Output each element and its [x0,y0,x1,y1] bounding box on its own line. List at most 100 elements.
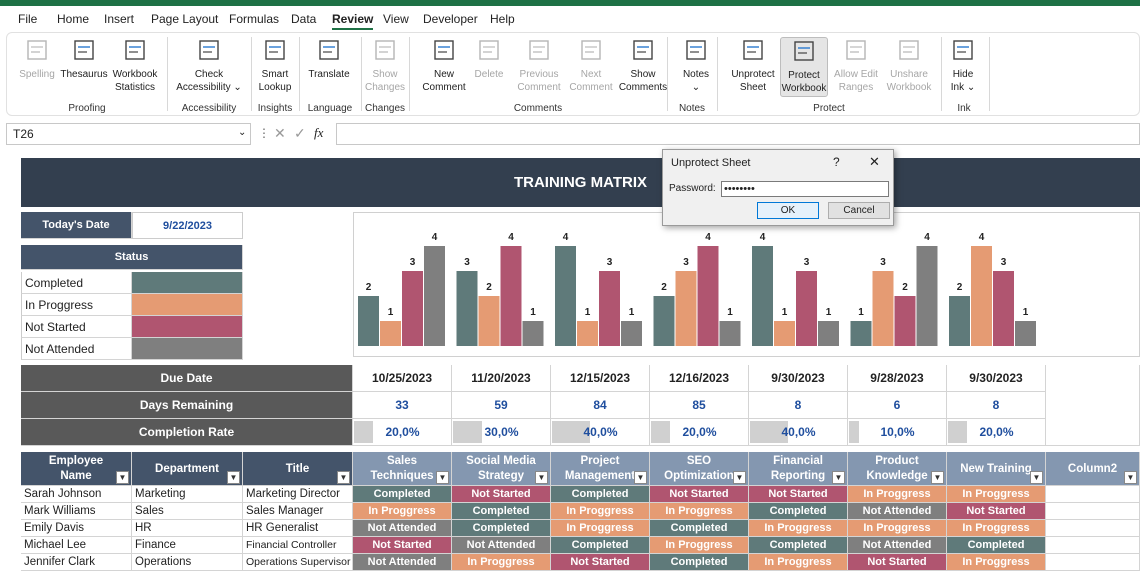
table-cell[interactable]: Michael Lee [21,537,132,554]
notes-button[interactable]: Notes ⌄ [675,37,717,97]
completion-rate-cell[interactable]: 10,0% [848,419,947,446]
status-cell[interactable]: Not Started [551,554,650,571]
days-remaining-cell[interactable]: 6 [848,392,947,419]
table-cell[interactable]: Sales Manager [243,503,353,520]
completion-rate-cell[interactable]: 40,0% [749,419,848,446]
filter-dropdown-icon[interactable]: ▼ [227,471,240,484]
todays-date-value[interactable]: 9/22/2023 [132,212,243,239]
due-date-cell[interactable]: 9/30/2023 [749,365,848,392]
status-cell[interactable]: In Proggress [848,486,947,503]
due-date-cell[interactable]: 11/20/2023 [452,365,551,392]
status-cell[interactable]: Not Started [749,486,848,503]
menu-data[interactable]: Data [291,12,317,26]
filter-dropdown-icon[interactable]: ▼ [1124,471,1137,484]
menu-insert[interactable]: Insert [104,12,135,26]
help-icon[interactable]: ? [833,155,840,169]
status-cell[interactable]: Not Attended [848,503,947,520]
cancel-entry-icon[interactable]: ✕ [274,125,286,141]
menu-developer[interactable]: Developer [423,12,478,26]
status-cell[interactable]: In Proggress [551,503,650,520]
status-cell[interactable]: In Proggress [749,520,848,537]
due-date-cell[interactable]: 12/15/2023 [551,365,650,392]
status-cell[interactable]: Completed [749,537,848,554]
check-button[interactable]: Check Accessibility ⌄ [171,37,247,97]
menu-review[interactable]: Review [332,12,374,30]
table-cell[interactable] [1046,503,1140,520]
empty-cell[interactable] [1046,365,1140,446]
table-cell[interactable]: Emily Davis [21,520,132,537]
filter-dropdown-icon[interactable]: ▼ [931,471,944,484]
days-remaining-cell[interactable]: 85 [650,392,749,419]
name-box[interactable]: T26 [6,123,251,145]
completion-rate-cell[interactable]: 20,0% [947,419,1046,446]
formula-input[interactable] [336,123,1140,145]
completion-rate-cell[interactable]: 30,0% [452,419,551,446]
table-cell[interactable]: Sales [132,503,243,520]
table-cell[interactable] [1046,520,1140,537]
table-cell[interactable] [1046,554,1140,571]
status-cell[interactable]: Completed [650,520,749,537]
status-cell[interactable]: Completed [452,503,551,520]
show-button[interactable]: Show Comments [615,37,671,97]
table-header[interactable]: SEO Optimization ▼ [650,452,749,486]
filter-dropdown-icon[interactable]: ▼ [733,471,746,484]
filter-dropdown-icon[interactable]: ▼ [535,471,548,484]
workbook-button[interactable]: Workbook Statistics [107,37,163,97]
days-remaining-cell[interactable]: 59 [452,392,551,419]
table-header[interactable]: Sales Techniques ▼ [353,452,452,486]
due-date-cell[interactable]: 9/30/2023 [947,365,1046,392]
status-cell[interactable]: Not Attended [353,554,452,571]
due-date-cell[interactable]: 10/25/2023 [353,365,452,392]
next-button[interactable]: Next Comment [563,37,619,97]
filter-dropdown-icon[interactable]: ▼ [337,471,350,484]
translate-button[interactable]: Translate [303,37,355,97]
table-cell[interactable]: HR [132,520,243,537]
days-remaining-cell[interactable]: 8 [947,392,1046,419]
password-field[interactable]: •••••••• [721,181,889,197]
ok-button[interactable]: OK [757,202,819,219]
status-cell[interactable]: Completed [650,554,749,571]
more-options-icon[interactable]: ⋮ [258,126,270,140]
due-date-cell[interactable]: 9/28/2023 [848,365,947,392]
status-cell[interactable]: In Proggress [947,486,1046,503]
days-remaining-cell[interactable]: 33 [353,392,452,419]
status-cell[interactable]: Not Attended [452,537,551,554]
status-cell[interactable]: Not Started [650,486,749,503]
filter-dropdown-icon[interactable]: ▼ [116,471,129,484]
close-icon[interactable]: ✕ [869,154,880,169]
unshare-button[interactable]: Unshare Workbook [882,37,936,97]
status-cell[interactable]: Completed [749,503,848,520]
previous-button[interactable]: Previous Comment [511,37,567,97]
status-cell[interactable]: In Proggress [947,554,1046,571]
table-cell[interactable]: Mark Williams [21,503,132,520]
status-cell[interactable]: Completed [353,486,452,503]
status-cell[interactable]: In Proggress [749,554,848,571]
table-header[interactable]: Employee Name ▼ [21,452,132,486]
table-cell[interactable] [1046,537,1140,554]
confirm-entry-icon[interactable]: ✓ [294,125,306,141]
status-cell[interactable]: In Proggress [848,520,947,537]
spelling-button[interactable]: Spelling [15,37,59,97]
table-cell[interactable]: Operations [132,554,243,571]
status-cell[interactable]: Completed [551,537,650,554]
filter-dropdown-icon[interactable]: ▼ [832,471,845,484]
table-cell[interactable]: Sarah Johnson [21,486,132,503]
status-cell[interactable]: In Proggress [551,520,650,537]
worksheet[interactable]: TRAINING MATRIX Today's Date 9/22/2023 S… [0,150,1140,571]
new-button[interactable]: New Comment [416,37,472,97]
days-remaining-cell[interactable]: 84 [551,392,650,419]
status-cell[interactable]: Not Started [452,486,551,503]
table-header[interactable]: Project Management ▼ [551,452,650,486]
status-cell[interactable]: In Proggress [650,537,749,554]
status-cell[interactable]: Not Attended [848,537,947,554]
table-header[interactable]: Product Knowledge ▼ [848,452,947,486]
show-button[interactable]: Show Changes [365,37,405,97]
status-cell[interactable]: Not Started [947,503,1046,520]
status-cell[interactable]: Not Started [353,537,452,554]
menu-help[interactable]: Help [490,12,515,26]
allow-edit-button[interactable]: Allow Edit Ranges [829,37,883,97]
status-cell[interactable]: In Proggress [650,503,749,520]
delete-button[interactable]: Delete [468,37,510,97]
insert-function-icon[interactable]: fx [314,125,324,140]
menu-formulas[interactable]: Formulas [229,12,280,26]
